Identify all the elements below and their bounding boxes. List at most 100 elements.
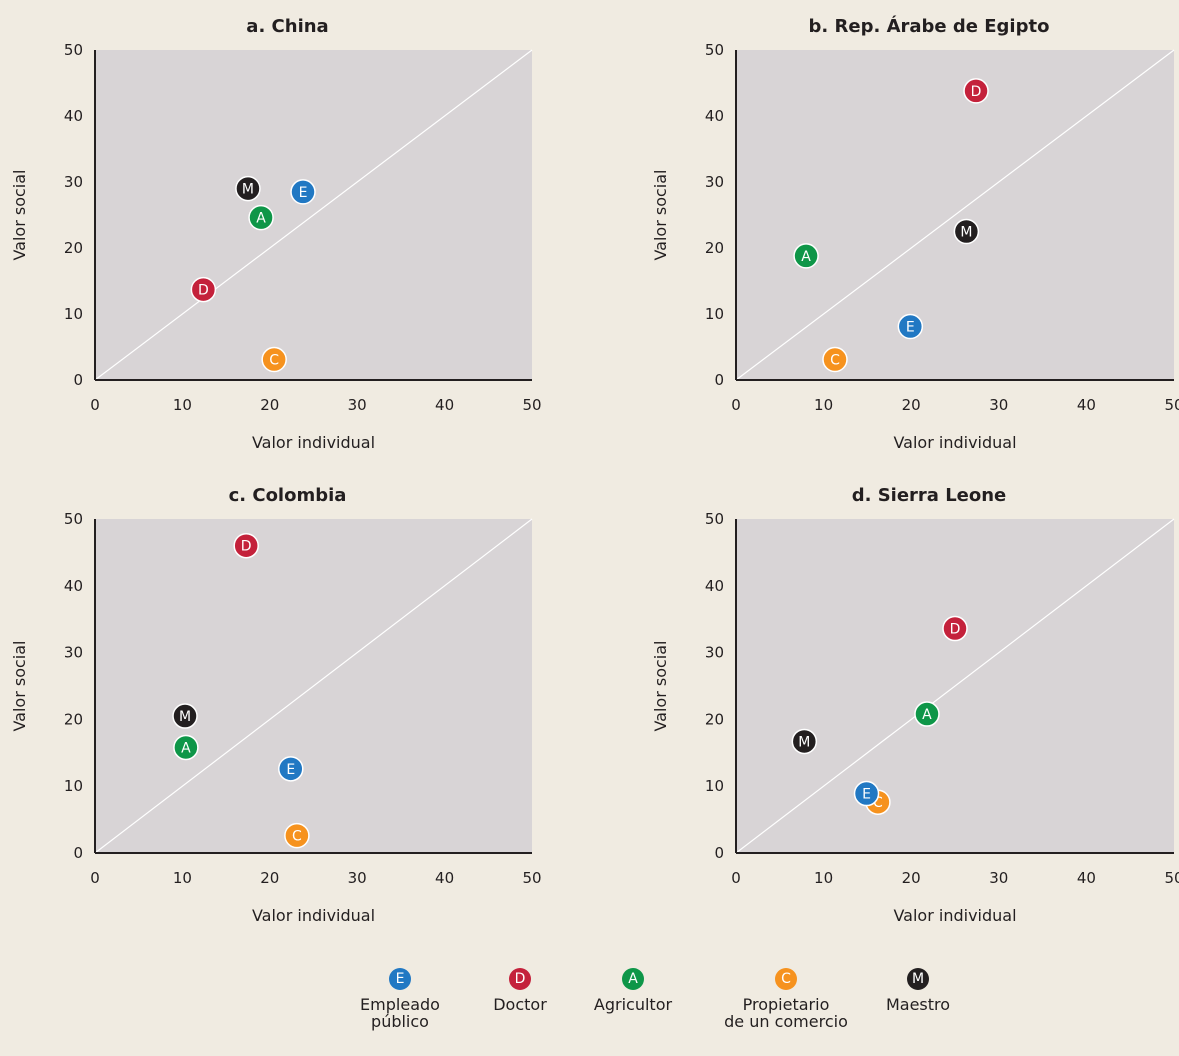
legend-label: Agricultor <box>593 995 673 1014</box>
y-tick-label: 0 <box>714 371 724 389</box>
legend-item: M Maestro <box>843 962 993 1013</box>
point-marker <box>942 615 968 642</box>
legend-marker: C <box>775 968 797 990</box>
point-marker <box>248 204 274 231</box>
x-tick-label: 40 <box>435 396 454 414</box>
point-letter: M <box>242 182 254 198</box>
y-tick-label: 10 <box>64 305 83 323</box>
chart-panel-3: d. Sierra Leone 0 10 20 30 40 50 0 10 20 30 40 50 Val… <box>651 485 1179 925</box>
legend-marker: D <box>509 968 531 990</box>
x-tick-label: 0 <box>90 396 100 414</box>
x-tick-label: 50 <box>1164 396 1179 414</box>
point-marker <box>172 703 198 729</box>
y-tick-label: 40 <box>64 577 83 595</box>
point-letter: A <box>256 211 266 227</box>
diagonal-line <box>94 49 533 381</box>
data-point-E: E <box>897 313 924 340</box>
legend-item: E Empleado público <box>325 962 475 1030</box>
legend-label: Propietario de un comercio <box>724 995 848 1031</box>
y-tick-label: 10 <box>705 305 724 323</box>
y-tick-label: 40 <box>705 577 724 595</box>
data-point-C: C <box>822 346 848 373</box>
point-marker <box>190 276 217 303</box>
point-marker <box>173 734 199 761</box>
x-tick-label: 30 <box>989 869 1008 887</box>
y-axis-label: Valor social <box>651 640 670 731</box>
point-letter: A <box>181 740 191 756</box>
y-tick-label: 40 <box>705 107 724 125</box>
x-tick-label: 0 <box>90 869 100 887</box>
point-marker <box>822 346 848 373</box>
y-tick-label: 0 <box>714 844 724 862</box>
point-marker <box>793 243 819 269</box>
legend-marker: A <box>622 968 644 990</box>
legend-label: Maestro <box>885 995 951 1014</box>
data-point-C: C <box>261 346 287 373</box>
x-tick-label: 50 <box>522 869 541 887</box>
data-point-M: M <box>791 728 818 755</box>
chart-title: a. China <box>246 16 328 37</box>
legend-marker: E <box>389 968 411 990</box>
y-tick-label: 50 <box>705 510 724 528</box>
data-point-D: D <box>963 78 989 104</box>
data-point-M: M <box>953 218 980 245</box>
point-letter: C <box>873 795 883 811</box>
data-point-D: D <box>233 532 259 559</box>
chart-title: b. Rep. Árabe de Egipto <box>809 15 1050 37</box>
y-tick-label: 20 <box>64 710 83 728</box>
legend-label: Doctor <box>493 995 547 1014</box>
y-tick-label: 20 <box>705 710 724 728</box>
point-letter: M <box>960 225 972 241</box>
point-marker <box>284 822 310 849</box>
y-tick-label: 30 <box>64 644 83 662</box>
x-tick-label: 20 <box>902 869 921 887</box>
y-tick-label: 50 <box>64 510 83 528</box>
point-marker <box>791 728 818 755</box>
y-tick-label: 50 <box>64 41 83 59</box>
chart-title: d. Sierra Leone <box>852 485 1007 506</box>
point-letter: D <box>971 84 982 100</box>
data-point-M: M <box>172 703 198 729</box>
point-letter: M <box>798 734 810 750</box>
x-tick-label: 10 <box>173 869 192 887</box>
data-point-A: A <box>248 204 274 231</box>
diagonal-line <box>94 518 533 854</box>
y-tick-label: 40 <box>64 107 83 125</box>
x-tick-label: 40 <box>435 869 454 887</box>
chart-title: c. Colombia <box>229 485 347 506</box>
y-tick-label: 20 <box>64 239 83 257</box>
point-marker <box>914 701 940 727</box>
data-point-E: E <box>853 780 880 807</box>
point-letter: D <box>241 539 252 555</box>
point-letter: A <box>922 707 932 723</box>
legend-label: Empleado público <box>360 995 440 1031</box>
x-tick-label: 10 <box>814 396 833 414</box>
scatter-charts: a. China 0 10 20 30 40 50 0 10 20 30 40 50 Valor indi… <box>10 15 1179 925</box>
point-marker <box>233 532 259 559</box>
x-axis-label: Valor individual <box>252 433 375 452</box>
legend-item: A Agricultor <box>558 962 708 1013</box>
point-marker <box>897 313 924 340</box>
chart-panel-1: b. Rep. Árabe de Egipto 0 10 20 30 40 50 0 10 20 3… <box>651 15 1179 452</box>
x-tick-label: 50 <box>1164 869 1179 887</box>
point-letter: C <box>292 829 302 845</box>
point-letter: E <box>906 320 915 336</box>
diagonal-line <box>735 518 1175 854</box>
x-tick-label: 50 <box>522 396 541 414</box>
data-point-A: A <box>173 734 199 761</box>
x-axis-label: Valor individual <box>893 906 1016 925</box>
point-letter: C <box>269 353 279 369</box>
y-axis-label: Valor social <box>10 169 29 260</box>
point-marker <box>261 346 287 373</box>
chart-panel-0: a. China 0 10 20 30 40 50 0 10 20 30 40 50 Valor indi… <box>10 16 542 452</box>
y-axis-label: Valor social <box>10 640 29 731</box>
legend-item: C Propietario de un comercio <box>711 962 861 1030</box>
y-axis-label: Valor social <box>651 169 670 260</box>
x-tick-label: 40 <box>1077 869 1096 887</box>
point-marker <box>853 780 880 807</box>
point-letter: M <box>179 709 191 725</box>
legend: E Empleado público D Doctor A Agricultor C Prop… <box>340 962 980 1052</box>
x-tick-label: 40 <box>1077 396 1096 414</box>
point-marker <box>278 756 304 782</box>
y-tick-label: 0 <box>73 371 83 389</box>
